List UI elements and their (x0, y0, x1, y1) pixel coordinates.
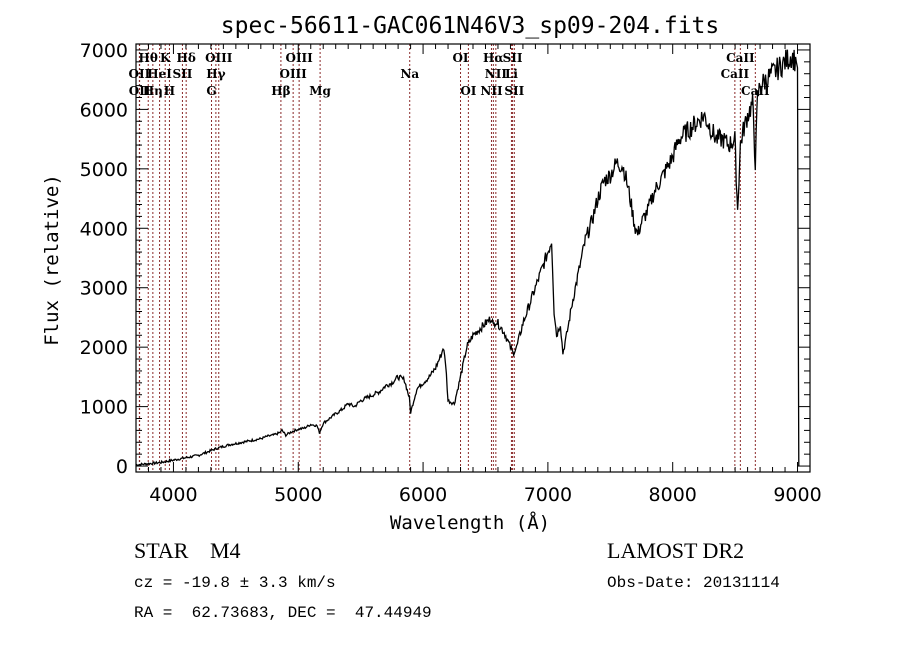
line-marker-label: Hγ (206, 67, 225, 81)
line-marker-label: OIII (205, 51, 233, 65)
line-marker-label: CaII (721, 67, 750, 81)
y-tick-label: 5000 (80, 159, 128, 181)
line-marker-label: Hα (483, 51, 504, 65)
x-tick-label: 7000 (524, 484, 572, 506)
line-marker-label: SII (172, 67, 192, 81)
chart-title: spec-56611-GAC061N46V3_sp09-204.fits (221, 13, 720, 39)
x-tick-label: 8000 (649, 484, 697, 506)
line-marker-label: Hη (143, 84, 163, 98)
line-marker-label: Hθ (139, 51, 158, 65)
y-tick-label: 6000 (80, 99, 128, 121)
x-tick-label: 5000 (274, 484, 322, 506)
y-tick-label: 3000 (80, 278, 128, 300)
line-marker-label: OIII (279, 67, 307, 81)
line-marker-label: Hδ (177, 51, 196, 65)
line-marker-label: H (164, 84, 175, 98)
x-axis: 4000 5000 6000 7000 8000 9000 (135, 44, 822, 506)
object-subclass: M4 (210, 538, 241, 563)
line-marker-label: G (206, 84, 216, 98)
y-axis: 0 1000 2000 3000 4000 5000 6000 7000 (80, 40, 810, 478)
survey-name: LAMOST DR2 (607, 538, 745, 563)
line-marker-label: SII (504, 84, 524, 98)
line-marker-label: Li (505, 67, 518, 81)
object-class: STAR (134, 538, 189, 563)
line-marker-label: NII (485, 67, 508, 81)
observation-date: Obs-Date: 20131114 (607, 574, 780, 592)
y-axis-label: Flux (relative) (41, 174, 63, 346)
spectral-line-markers (138, 44, 756, 472)
line-marker-label: OI (452, 51, 468, 65)
spectrum-line (135, 49, 800, 467)
line-marker-label: HeI (147, 67, 172, 81)
sky-coordinates: RA = 62.73683, DEC = 47.44949 (134, 604, 432, 622)
plot-frame (135, 43, 811, 473)
y-tick-label: 7000 (80, 40, 128, 62)
x-axis-label: Wavelength (Å) (390, 511, 550, 534)
line-marker-label: OII (129, 84, 151, 98)
line-marker-label: Hβ (271, 84, 290, 98)
line-marker-label: NII (480, 84, 503, 98)
line-marker-label: OI (460, 84, 476, 98)
line-marker-label: SII (503, 51, 523, 65)
y-tick-label: 1000 (80, 397, 128, 419)
y-tick-label: 0 (116, 456, 128, 478)
line-marker-label: K (160, 51, 171, 65)
x-tick-label: 4000 (149, 484, 197, 506)
line-marker-label: OIII (285, 51, 313, 65)
line-marker-label: Na (400, 67, 419, 81)
line-marker-label: CaII (741, 84, 770, 98)
line-marker-label: CaII (726, 51, 755, 65)
x-tick-label: 6000 (399, 484, 447, 506)
x-tick-label: 9000 (773, 484, 821, 506)
y-tick-label: 4000 (80, 218, 128, 240)
redshift-velocity: cz = -19.8 ± 3.3 km/s (134, 574, 336, 592)
line-marker-label: Mg (309, 84, 331, 98)
y-tick-label: 2000 (80, 337, 128, 359)
